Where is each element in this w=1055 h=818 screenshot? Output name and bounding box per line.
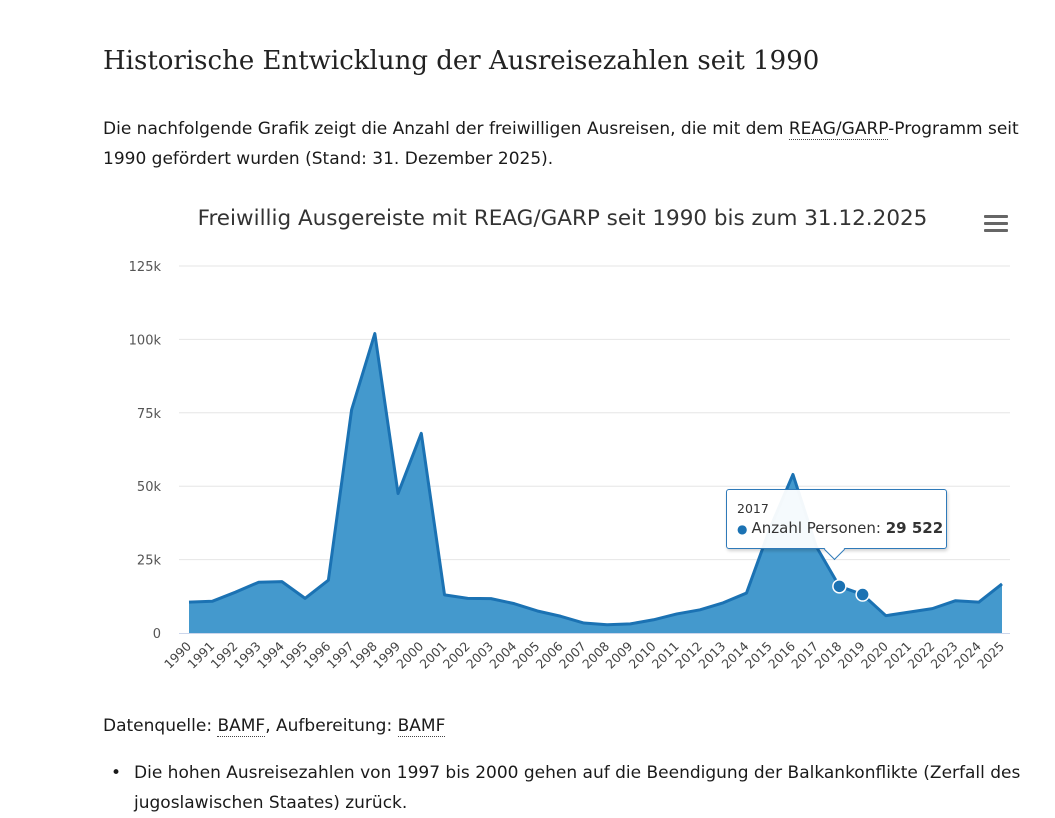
chart: 025k50k75k100k125k1990199119921993199419… <box>129 260 1010 672</box>
chart-menu-icon[interactable] <box>984 215 1008 239</box>
x-tick-label: 2025 <box>974 639 1007 672</box>
tooltip-line: ● Anzahl Personen: 29 522 <box>737 519 943 537</box>
source-mid: , Aufbereitung: <box>265 716 398 736</box>
page-title: Historische Entwicklung der Ausreisezahl… <box>103 46 820 76</box>
area-fill <box>189 333 1002 633</box>
data-source: Datenquelle: BAMF, Aufbereitung: BAMF <box>103 716 446 737</box>
source-label: Datenquelle: <box>103 716 218 736</box>
y-tick-label: 0 <box>153 627 161 642</box>
source-link-bamf-2[interactable]: BAMF <box>397 716 446 737</box>
note-item: Die hohen Ausreisezahlen von 1997 bis 20… <box>103 758 1033 818</box>
y-tick-label: 125k <box>129 260 162 275</box>
hover-marker <box>855 587 870 602</box>
chart-title: Freiwillig Ausgereiste mit REAG/GARP sei… <box>197 206 928 231</box>
y-tick-label: 25k <box>137 554 162 569</box>
reag-garp-abbreviation[interactable]: REAG/GARP <box>788 119 889 140</box>
intro-text-1: Die nachfolgende Grafik zeigt die Anzahl… <box>103 119 789 139</box>
intro-paragraph: Die nachfolgende Grafik zeigt die Anzahl… <box>103 114 1023 174</box>
y-tick-label: 50k <box>137 480 162 495</box>
y-tick-label: 75k <box>137 407 162 422</box>
tooltip-series-label: Anzahl Personen: <box>751 519 886 537</box>
intro-text-2: -Programm seit 1990 gefördert wurden (St… <box>103 119 1019 169</box>
tooltip-series-dot-icon: ● <box>737 522 748 536</box>
hover-marker <box>832 579 847 594</box>
source-link-bamf[interactable]: BAMF <box>217 716 266 737</box>
tooltip-year: 2017 <box>737 501 769 516</box>
chart-tooltip: 2017 ● Anzahl Personen: 29 522 <box>726 489 947 561</box>
series-line <box>188 332 1003 627</box>
notes-list: Die hohen Ausreisezahlen von 1997 bis 20… <box>103 758 1033 818</box>
tooltip-value: 29 522 <box>885 519 944 537</box>
y-tick-label: 100k <box>129 333 162 348</box>
